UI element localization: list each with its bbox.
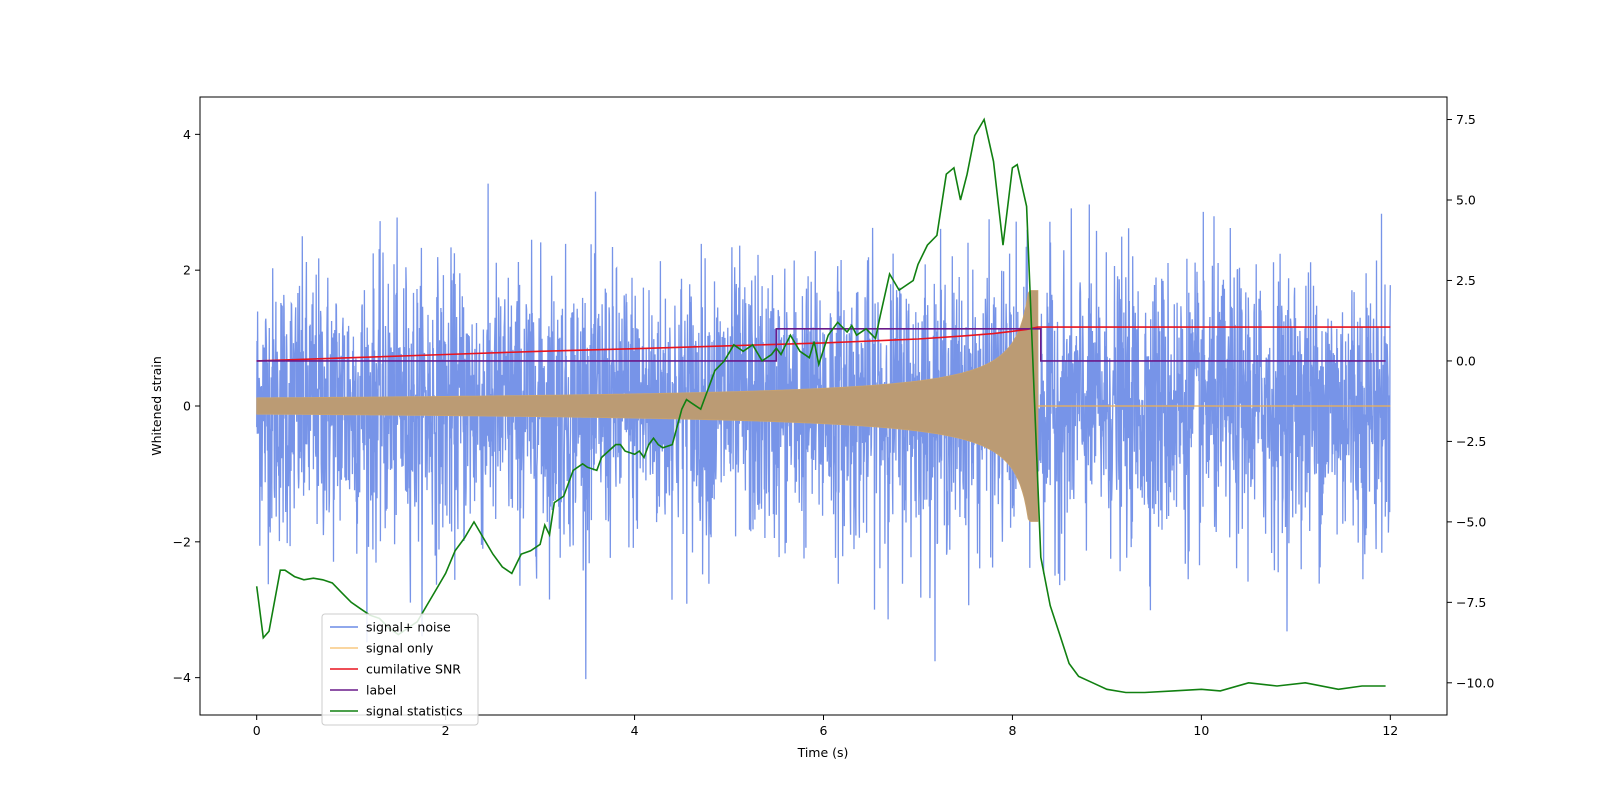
y2-tick-label: −10.0 — [1456, 675, 1494, 690]
series-signal-only — [256, 290, 1039, 522]
y2-tick-label: −7.5 — [1456, 595, 1486, 610]
y-tick-label: 2 — [183, 263, 191, 278]
series-signal-statistics — [255, 117, 1386, 694]
y-tick-label: −4 — [173, 670, 191, 685]
y-axis-left: −4 −2 0 2 4 — [173, 127, 200, 685]
legend-entry: cumilative SNR — [366, 662, 461, 677]
y-tick-label: 0 — [183, 399, 191, 414]
x-axis: 0 2 4 6 8 10 12 — [253, 715, 1398, 738]
legend-entry: label — [366, 683, 396, 698]
legend-box — [321, 613, 479, 726]
legend-entry: signal only — [366, 641, 434, 656]
y-tick-label: −2 — [173, 534, 191, 549]
y2-tick-label: −2.5 — [1456, 434, 1486, 449]
legend: signal+ noise signal only cumilative SNR la… — [321, 613, 479, 726]
x-tick-label: 10 — [1193, 723, 1209, 738]
x-axis-label: Time (s) — [797, 745, 849, 760]
x-tick-label: 4 — [631, 723, 639, 738]
y-axis-right: −10.0 −7.5 −5.0 −2.5 0.0 2.5 5.0 7.5 — [1447, 112, 1494, 690]
y2-tick-label: 7.5 — [1456, 112, 1476, 127]
y2-tick-label: 2.5 — [1456, 273, 1476, 288]
series-layer — [255, 117, 1391, 694]
x-tick-label: 6 — [820, 723, 828, 738]
series-label — [256, 327, 1386, 362]
x-tick-label: 2 — [442, 723, 450, 738]
y2-tick-label: −5.0 — [1456, 514, 1486, 529]
legend-entry: signal statistics — [366, 704, 463, 719]
series-cumilative-snr — [256, 326, 1391, 362]
y-axis-label: Whitened strain — [149, 356, 164, 455]
y2-tick-label: 5.0 — [1456, 193, 1476, 208]
y2-tick-label: 0.0 — [1456, 353, 1476, 368]
y-tick-label: 4 — [183, 127, 191, 142]
x-tick-label: 12 — [1382, 723, 1398, 738]
legend-entry: signal+ noise — [366, 620, 451, 635]
x-tick-label: 8 — [1008, 723, 1016, 738]
x-tick-label: 0 — [253, 723, 261, 738]
